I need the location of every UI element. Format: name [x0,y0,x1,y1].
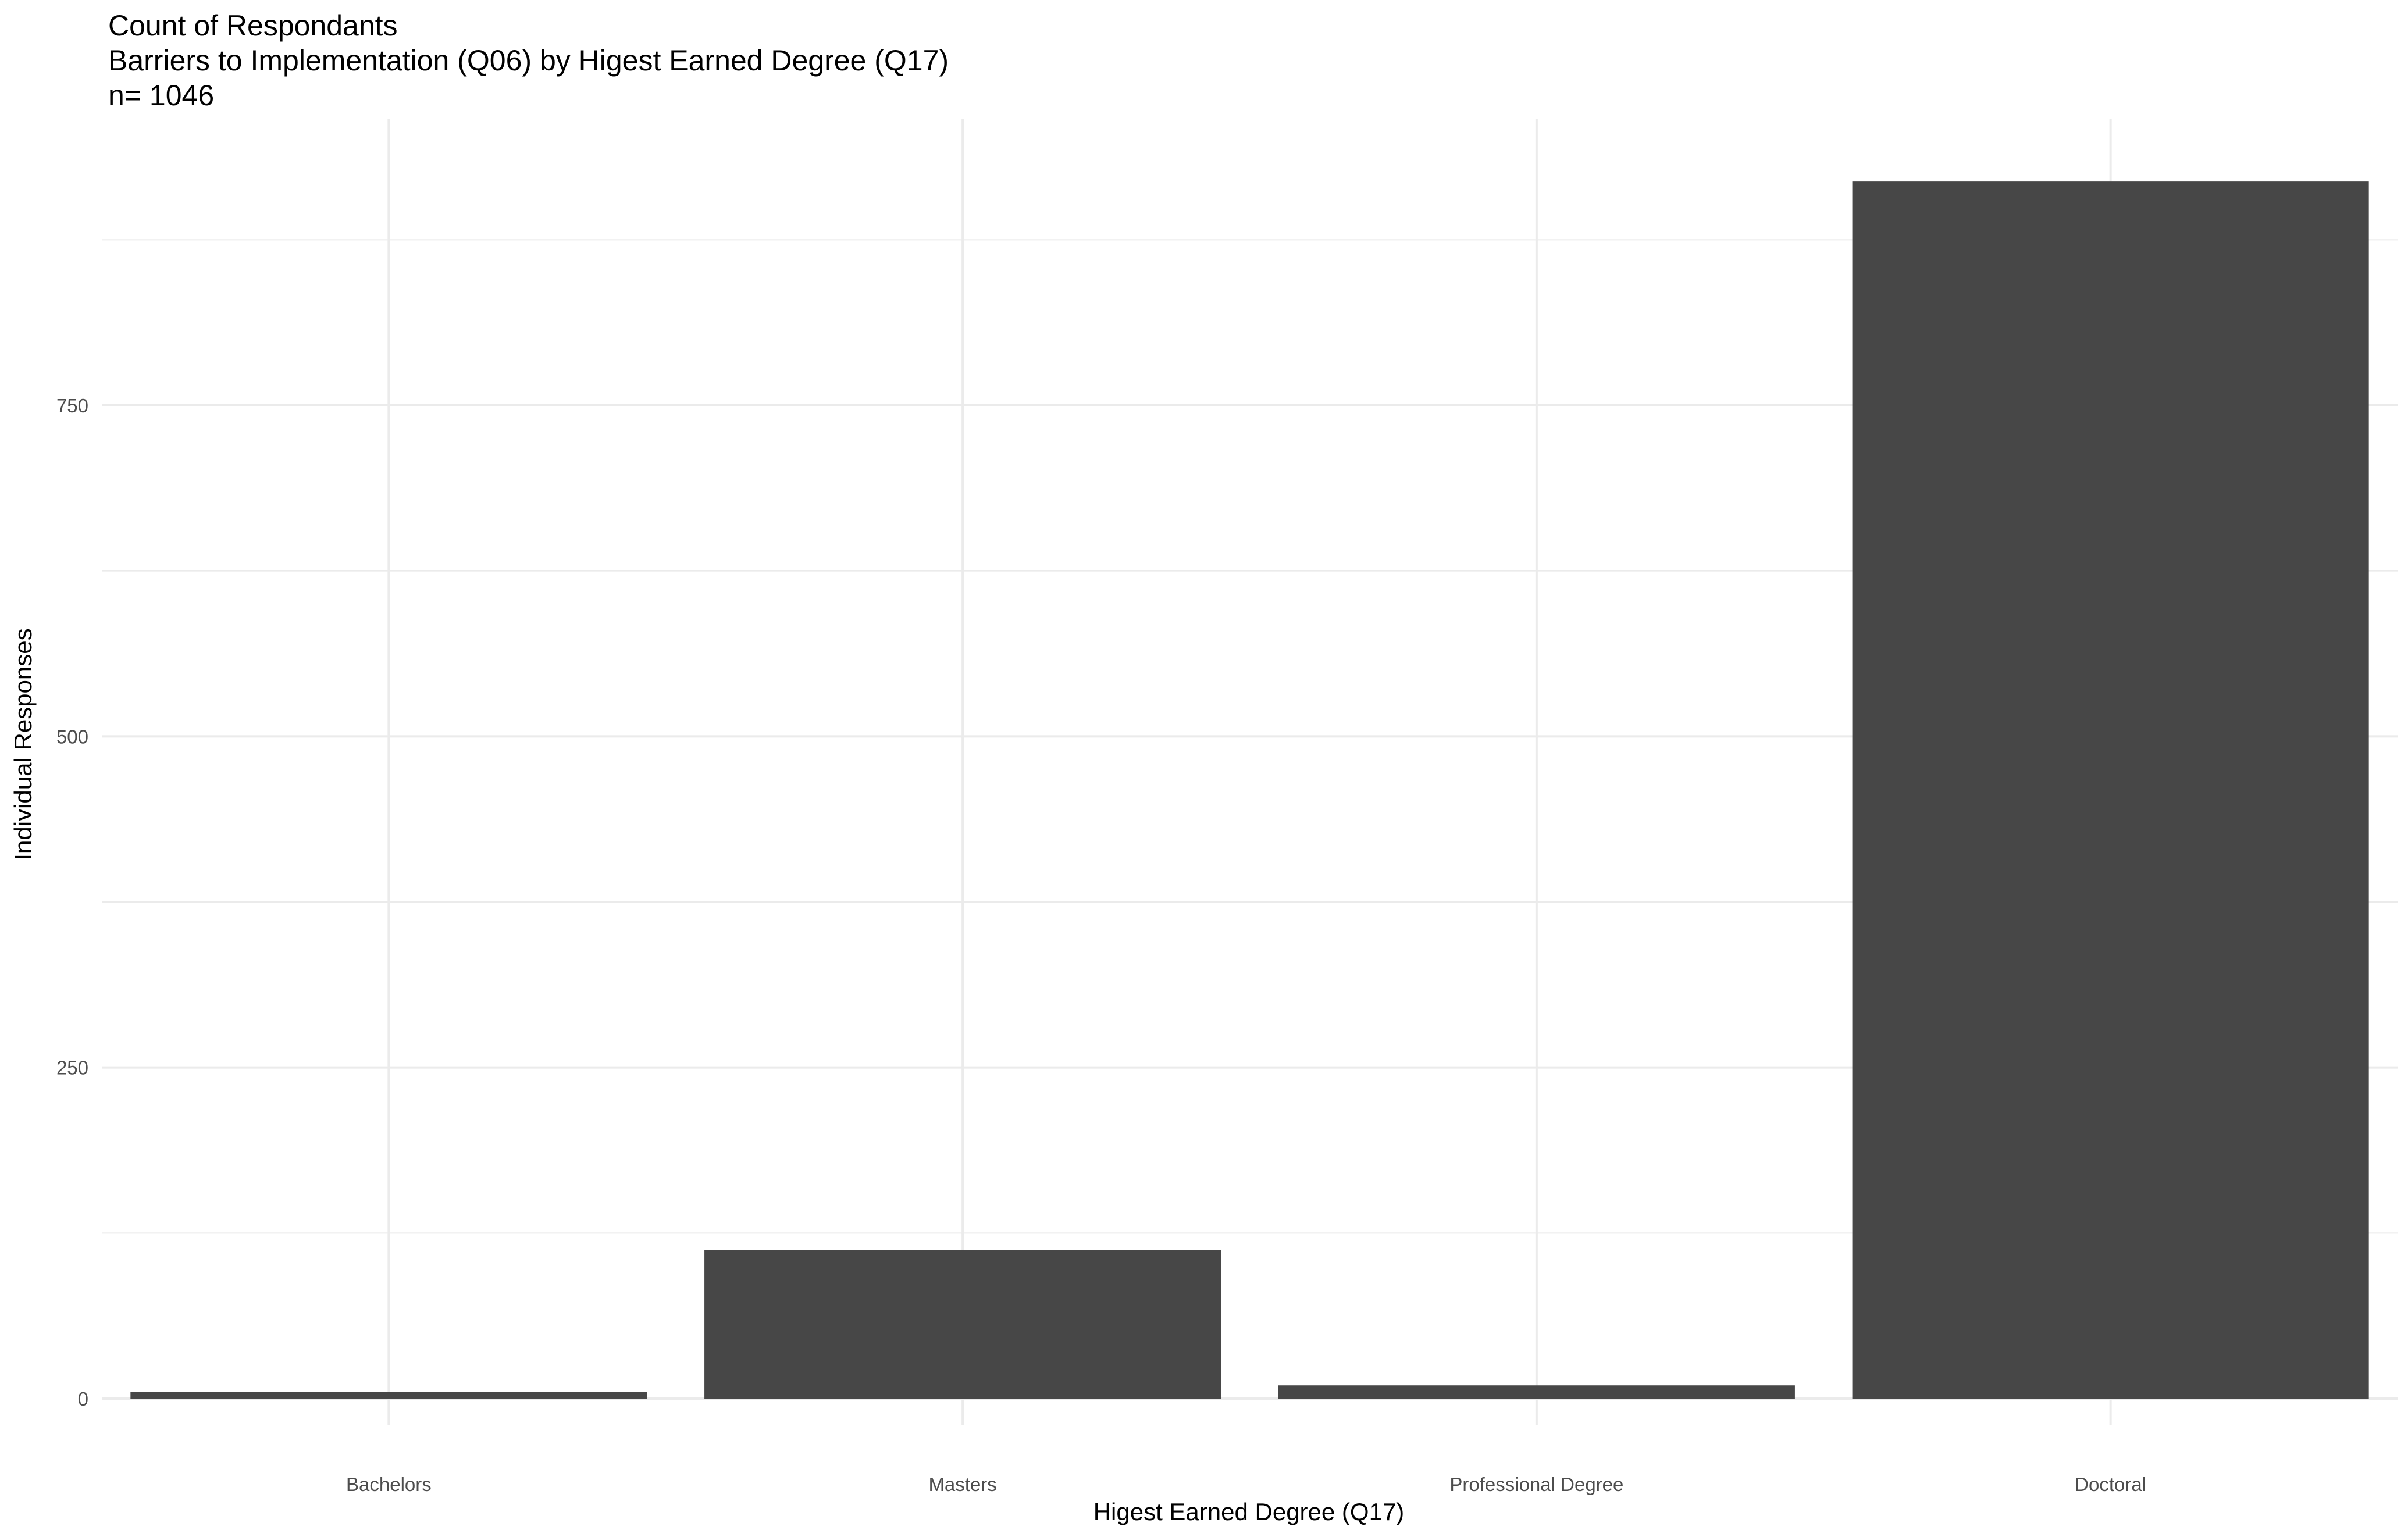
chart-sample-size: n= 1046 [108,79,215,112]
x-tick-label-professional-degree: Professional Degree [1449,1474,1623,1495]
bar-masters [704,1250,1221,1399]
x-tick-label-bachelors: Bachelors [346,1474,432,1495]
bar-doctoral [1852,181,2369,1399]
y-tick-label-0: 0 [78,1388,88,1410]
x-tick-label-masters: Masters [928,1474,996,1495]
chart-title-block: Count of Respondants Barriers to Impleme… [108,8,949,113]
bars [130,181,2369,1399]
y-tick-label-750: 750 [56,395,88,416]
bar-professional-degree [1278,1385,1795,1399]
bar-bachelors [130,1392,647,1399]
chart-title: Count of Respondants [108,9,398,42]
x-tick-label-doctoral: Doctoral [2075,1474,2146,1495]
y-axis-title: Individual Responses [9,628,37,860]
chart-subtitle: Barriers to Implementation (Q06) by Hige… [108,44,949,77]
x-axis-title: Higest Earned Degree (Q17) [1093,1498,1405,1525]
y-axis-ticks: 0 250 500 750 [56,395,88,1410]
x-axis-ticks: Bachelors Masters Professional Degree Docto… [346,1474,2146,1495]
y-tick-label-500: 500 [56,726,88,747]
y-tick-label-250: 250 [56,1057,88,1079]
